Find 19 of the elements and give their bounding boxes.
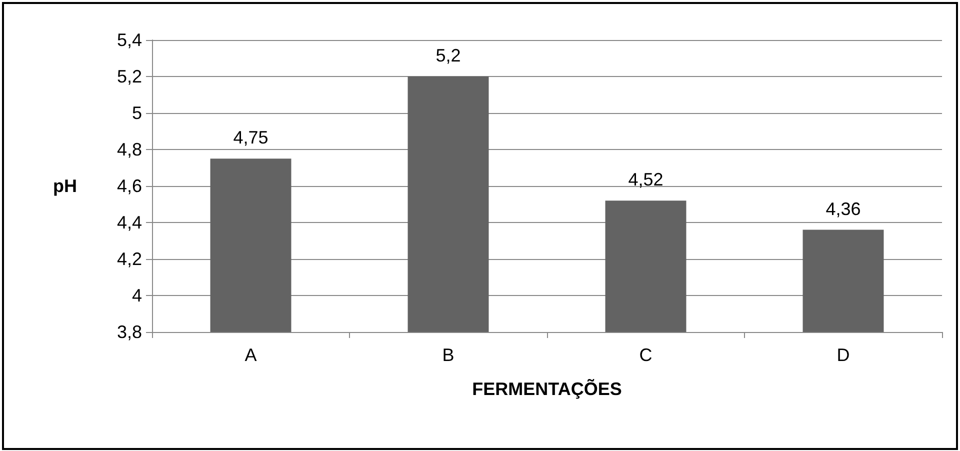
x-tick-label: B (442, 345, 454, 365)
x-axis-title: FERMENTAÇÕES (472, 378, 622, 399)
y-tick-label: 5 (132, 103, 142, 123)
data-label: 4,36 (826, 198, 861, 219)
y-axis-title: pH (53, 176, 77, 196)
y-tick-label: 3,8 (116, 322, 142, 342)
data-label: 4,52 (628, 170, 664, 190)
y-tick-label: 4,8 (116, 140, 142, 160)
y-tick-label: 5,4 (116, 30, 142, 50)
x-tick-label: A (244, 345, 257, 365)
data-label: 4,75 (233, 128, 268, 148)
y-tick-label: 5,2 (116, 66, 142, 86)
y-tick-label: 4,6 (116, 176, 142, 196)
x-tick-label: C (639, 345, 652, 365)
x-tick-label: D (836, 345, 850, 365)
y-tick-label: 4 (132, 286, 142, 306)
y-tick-label: 4,4 (116, 212, 142, 232)
y-tick-label: 4,2 (116, 249, 142, 269)
data-label: 5,2 (436, 46, 461, 66)
